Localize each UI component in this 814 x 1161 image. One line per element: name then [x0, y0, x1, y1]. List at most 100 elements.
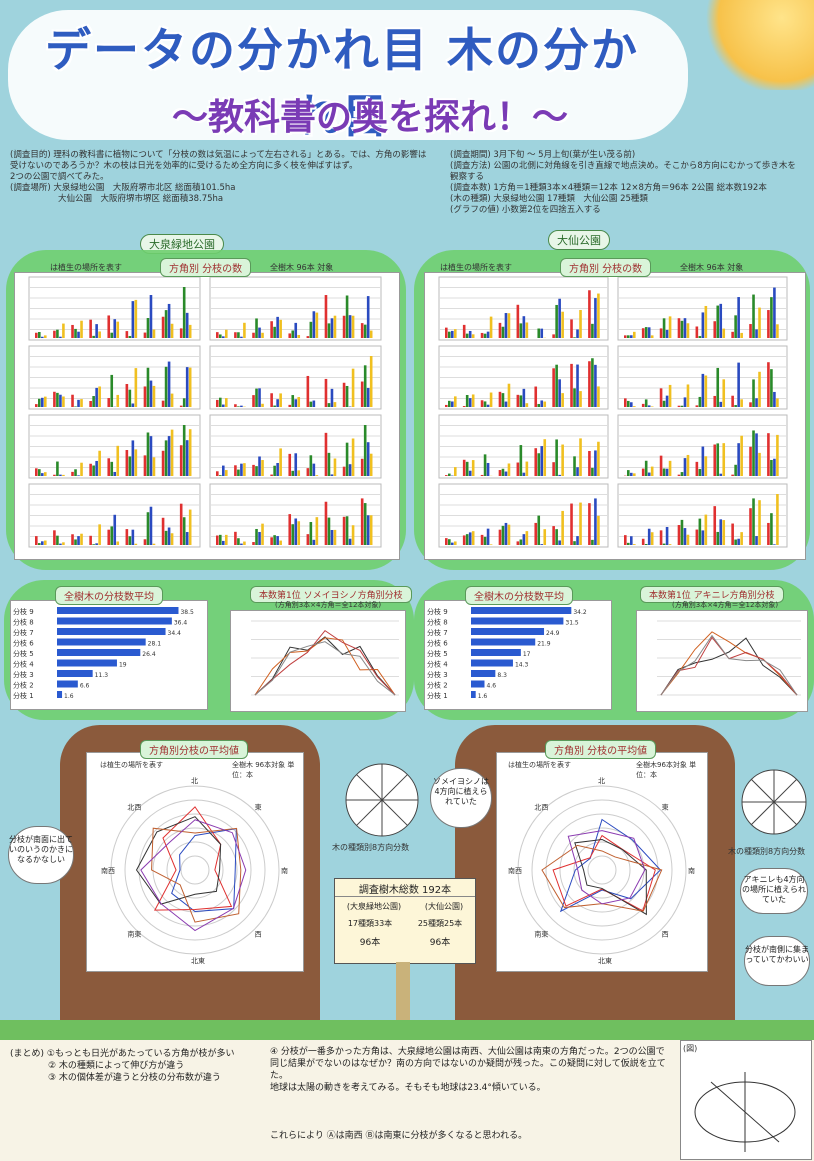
hbar-value: 34.4 — [168, 630, 182, 637]
mini-bar — [38, 469, 41, 476]
mini-bar — [662, 318, 666, 338]
series-line — [660, 636, 798, 696]
mini-bar — [468, 532, 472, 545]
left-top-header: 方角別 分枝の数 — [160, 258, 252, 277]
mini-bar — [62, 396, 65, 407]
mini-bar — [695, 529, 699, 545]
radar-direction-label: 南 — [688, 866, 695, 875]
sign-right-total: 96本 — [429, 938, 451, 948]
mini-bar — [644, 544, 648, 545]
mini-bar — [351, 315, 355, 338]
mini-bar — [152, 457, 156, 476]
mini-bar — [665, 395, 669, 407]
mini-bar — [71, 394, 74, 407]
hbar-value: 21.9 — [537, 641, 551, 648]
mini-bar — [501, 393, 505, 407]
mini-bar — [650, 335, 654, 338]
right-pie-note: アキニレも4方向の場所に植えられていた — [740, 868, 808, 914]
mini-bar — [633, 473, 636, 476]
mini-bar — [665, 329, 669, 338]
mini-bar — [686, 534, 690, 545]
mini-bar — [501, 468, 505, 476]
mini-bar — [680, 519, 684, 545]
mini-bar — [170, 429, 174, 476]
mini-bar — [740, 532, 743, 545]
mini-bar — [486, 404, 490, 407]
sign-left-types: 17種類33本 — [347, 919, 393, 928]
mini-bar — [680, 320, 684, 338]
mini-bar — [647, 327, 651, 338]
mini-bar — [92, 396, 95, 407]
mini-bar — [537, 328, 541, 338]
mini-bar — [552, 334, 555, 338]
mini-bar — [252, 542, 255, 545]
mini-bar — [41, 473, 44, 476]
mini-bar — [737, 443, 740, 476]
mini-bar — [519, 395, 523, 407]
right-pie-label: 木の種類別8方向分数 — [728, 847, 806, 856]
mini-bar — [573, 337, 576, 338]
mini-bar — [62, 474, 65, 476]
mini-bar — [740, 332, 743, 338]
left-species-pie — [345, 763, 419, 837]
mini-bar — [695, 326, 699, 338]
mini-bar — [167, 303, 171, 338]
mini-bar — [128, 456, 132, 476]
mini-bar — [555, 304, 558, 338]
mini-bar — [333, 529, 337, 545]
mini-bar — [128, 336, 132, 338]
mini-bar — [38, 331, 41, 338]
mini-bar — [270, 537, 273, 545]
mini-bar — [749, 508, 752, 545]
mini-bar — [324, 295, 328, 338]
mini-bar — [504, 401, 508, 407]
mini-bar — [770, 513, 773, 545]
radar-series — [151, 827, 242, 923]
mini-bar — [525, 403, 529, 407]
mini-bar — [504, 471, 508, 476]
hbar-label: 分枝 6 — [13, 639, 34, 648]
mini-bar — [752, 498, 755, 545]
mini-bar — [152, 329, 156, 338]
poster-title: データの分かれ目 木の分かれ目 — [44, 23, 639, 143]
mini-bar — [74, 328, 77, 338]
mini-bar — [597, 441, 600, 476]
mini-bar — [716, 305, 720, 338]
mini-bar — [665, 526, 669, 545]
hbar — [57, 670, 93, 677]
mini-bar — [56, 329, 59, 338]
hbar — [57, 680, 78, 688]
right-radar-chart: 北東南西北東 南東 南西 北西 — [496, 752, 708, 972]
mini-bar — [686, 454, 690, 476]
mini-bar — [498, 391, 502, 407]
left-avg-header: 全樹木の分枝数平均 — [55, 586, 163, 605]
mini-bar — [713, 444, 717, 476]
radar-direction-label: 北東 — [598, 956, 612, 965]
mini-bar — [330, 388, 334, 407]
mini-bar — [164, 530, 168, 545]
mini-bar — [576, 364, 579, 407]
mini-bar — [591, 323, 594, 338]
mini-bar — [95, 543, 98, 545]
mini-bar — [59, 336, 62, 338]
mini-bar — [573, 541, 576, 545]
mini-bar — [134, 449, 138, 476]
mini-bar — [53, 330, 56, 338]
mini-bar — [516, 394, 520, 407]
mini-bar — [647, 472, 651, 476]
mini-bar — [237, 538, 240, 545]
mini-bar — [752, 379, 755, 407]
mini-bar — [737, 297, 740, 338]
mini-bar — [501, 525, 505, 545]
mini-bar — [143, 539, 147, 545]
mini-bar — [131, 440, 135, 476]
mini-bar — [561, 444, 564, 476]
mini-bar — [668, 460, 672, 476]
mini-bar — [540, 446, 544, 476]
right-top-note: は植生の場所を表す — [440, 263, 512, 272]
tree-label: (木の種類) — [450, 194, 491, 204]
radar-ring — [124, 799, 266, 941]
hbar-value: 11.3 — [95, 672, 109, 679]
mini-bar — [570, 319, 573, 338]
mini-bar — [56, 392, 59, 407]
